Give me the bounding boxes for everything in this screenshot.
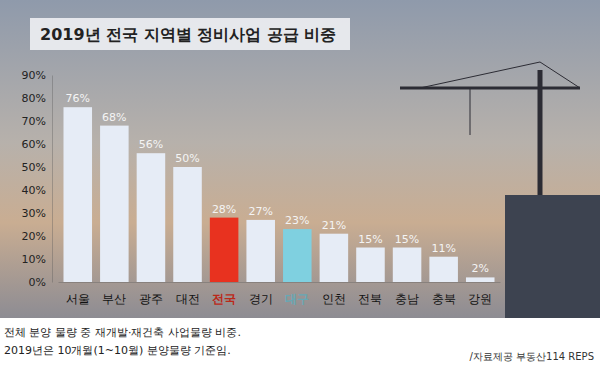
data-label: 56% [139,138,163,151]
data-label: 21% [322,219,346,232]
tick-label: 20% [22,230,46,243]
data-label: 50% [175,152,199,165]
tick: 광주 [139,282,163,306]
tick: 10% [22,253,52,266]
chart: 2019년 전국 지역별 정비사업 공급 비중 0% 10% 20% 30% 40% 50%… [0,0,600,375]
tick-label: 서울 [66,292,90,306]
bar [320,234,349,282]
axis-line [52,76,53,283]
annotation: 2019년은 10개월(1~10월) 분양물량 기준임. [4,344,231,357]
data-label: 28% [212,203,236,216]
bar [466,277,495,282]
data-label: 27% [248,205,272,218]
data-label: 68% [102,111,126,124]
tick-label: 강원 [468,292,492,306]
tick-label: 전북 [358,292,382,306]
bar [100,126,129,282]
axis-line [59,282,501,283]
tick: 50% [22,161,52,174]
annotation: 전체 분양 물량 중 재개발·재건축 사업물량 비중. [4,326,241,339]
tick-label: 80% [22,92,46,105]
tick: 40% [22,184,52,197]
bar [137,153,166,282]
tick: 대전 [176,282,200,306]
tick-label: 부산 [102,292,126,306]
bars [63,107,494,282]
tick: 80% [22,92,52,105]
bar [393,248,422,283]
tick-label: 대구 [285,292,309,306]
tick: 서울 [66,282,90,306]
data-label: 76% [66,92,90,105]
title-box [30,18,350,50]
data-label: 15% [395,233,419,246]
tick: 30% [22,207,52,220]
data-label: 11% [431,242,455,255]
background [0,0,600,318]
tick: 20% [22,230,52,243]
tick-label: 40% [22,184,46,197]
tick: 부산 [102,282,126,306]
tick: 90% [22,69,52,82]
bar [283,229,312,282]
tick-label: 인천 [322,292,346,306]
bar [356,248,385,283]
tick: 70% [22,115,52,128]
tick: 인천 [322,282,346,306]
tick: 전북 [358,282,382,306]
building-illustration [505,195,600,318]
tick-label: 70% [22,115,46,128]
bar [210,218,239,282]
tick: 60% [22,138,52,151]
data-labels: 76% 68% 56% 50% 28% 27% 23% 21% 15% 15% 11% 2% [66,92,489,275]
tick-label: 대전 [176,292,200,306]
data-label: 23% [285,214,309,227]
tick: 충북 [432,282,456,306]
tick-label: 90% [22,69,46,82]
y-axis: 0% 10% 20% 30% 40% 50% 60% 70% 80% 90% [22,69,53,289]
tick-label: 광주 [139,292,163,306]
tick-label: 10% [22,253,46,266]
annotations: 전체 분양 물량 중 재개발·재건축 사업물량 비중. 2019년은 10개월(1… [4,326,241,357]
bar [63,107,92,282]
tick: 충남 [395,282,419,306]
tick: 0% [29,276,52,289]
source: /자료제공 부동산114 REPS [470,351,594,362]
tick-label: 50% [22,161,46,174]
bar [429,257,458,282]
tick-label: 60% [22,138,46,151]
tick: 강원 [468,282,492,306]
x-axis: 서울 부산 광주 대전 전국 경기 대구 인천 전북 충남 충북 강원 [59,282,501,306]
data-label: 15% [358,233,382,246]
title: 2019년 전국 지역별 정비사업 공급 비중 [40,25,336,44]
data-label: 2% [472,262,489,275]
tick-label: 전국 [212,292,236,306]
tick: 대구 [285,282,309,306]
tick: 경기 [249,282,273,306]
tick-label: 경기 [249,292,273,306]
tick-label: 0% [29,276,46,289]
tick-label: 30% [22,207,46,220]
bar [246,220,275,282]
bar [173,167,202,282]
tick-label: 충북 [432,292,456,306]
tick: 전국 [212,282,236,306]
tick-label: 충남 [395,292,419,306]
